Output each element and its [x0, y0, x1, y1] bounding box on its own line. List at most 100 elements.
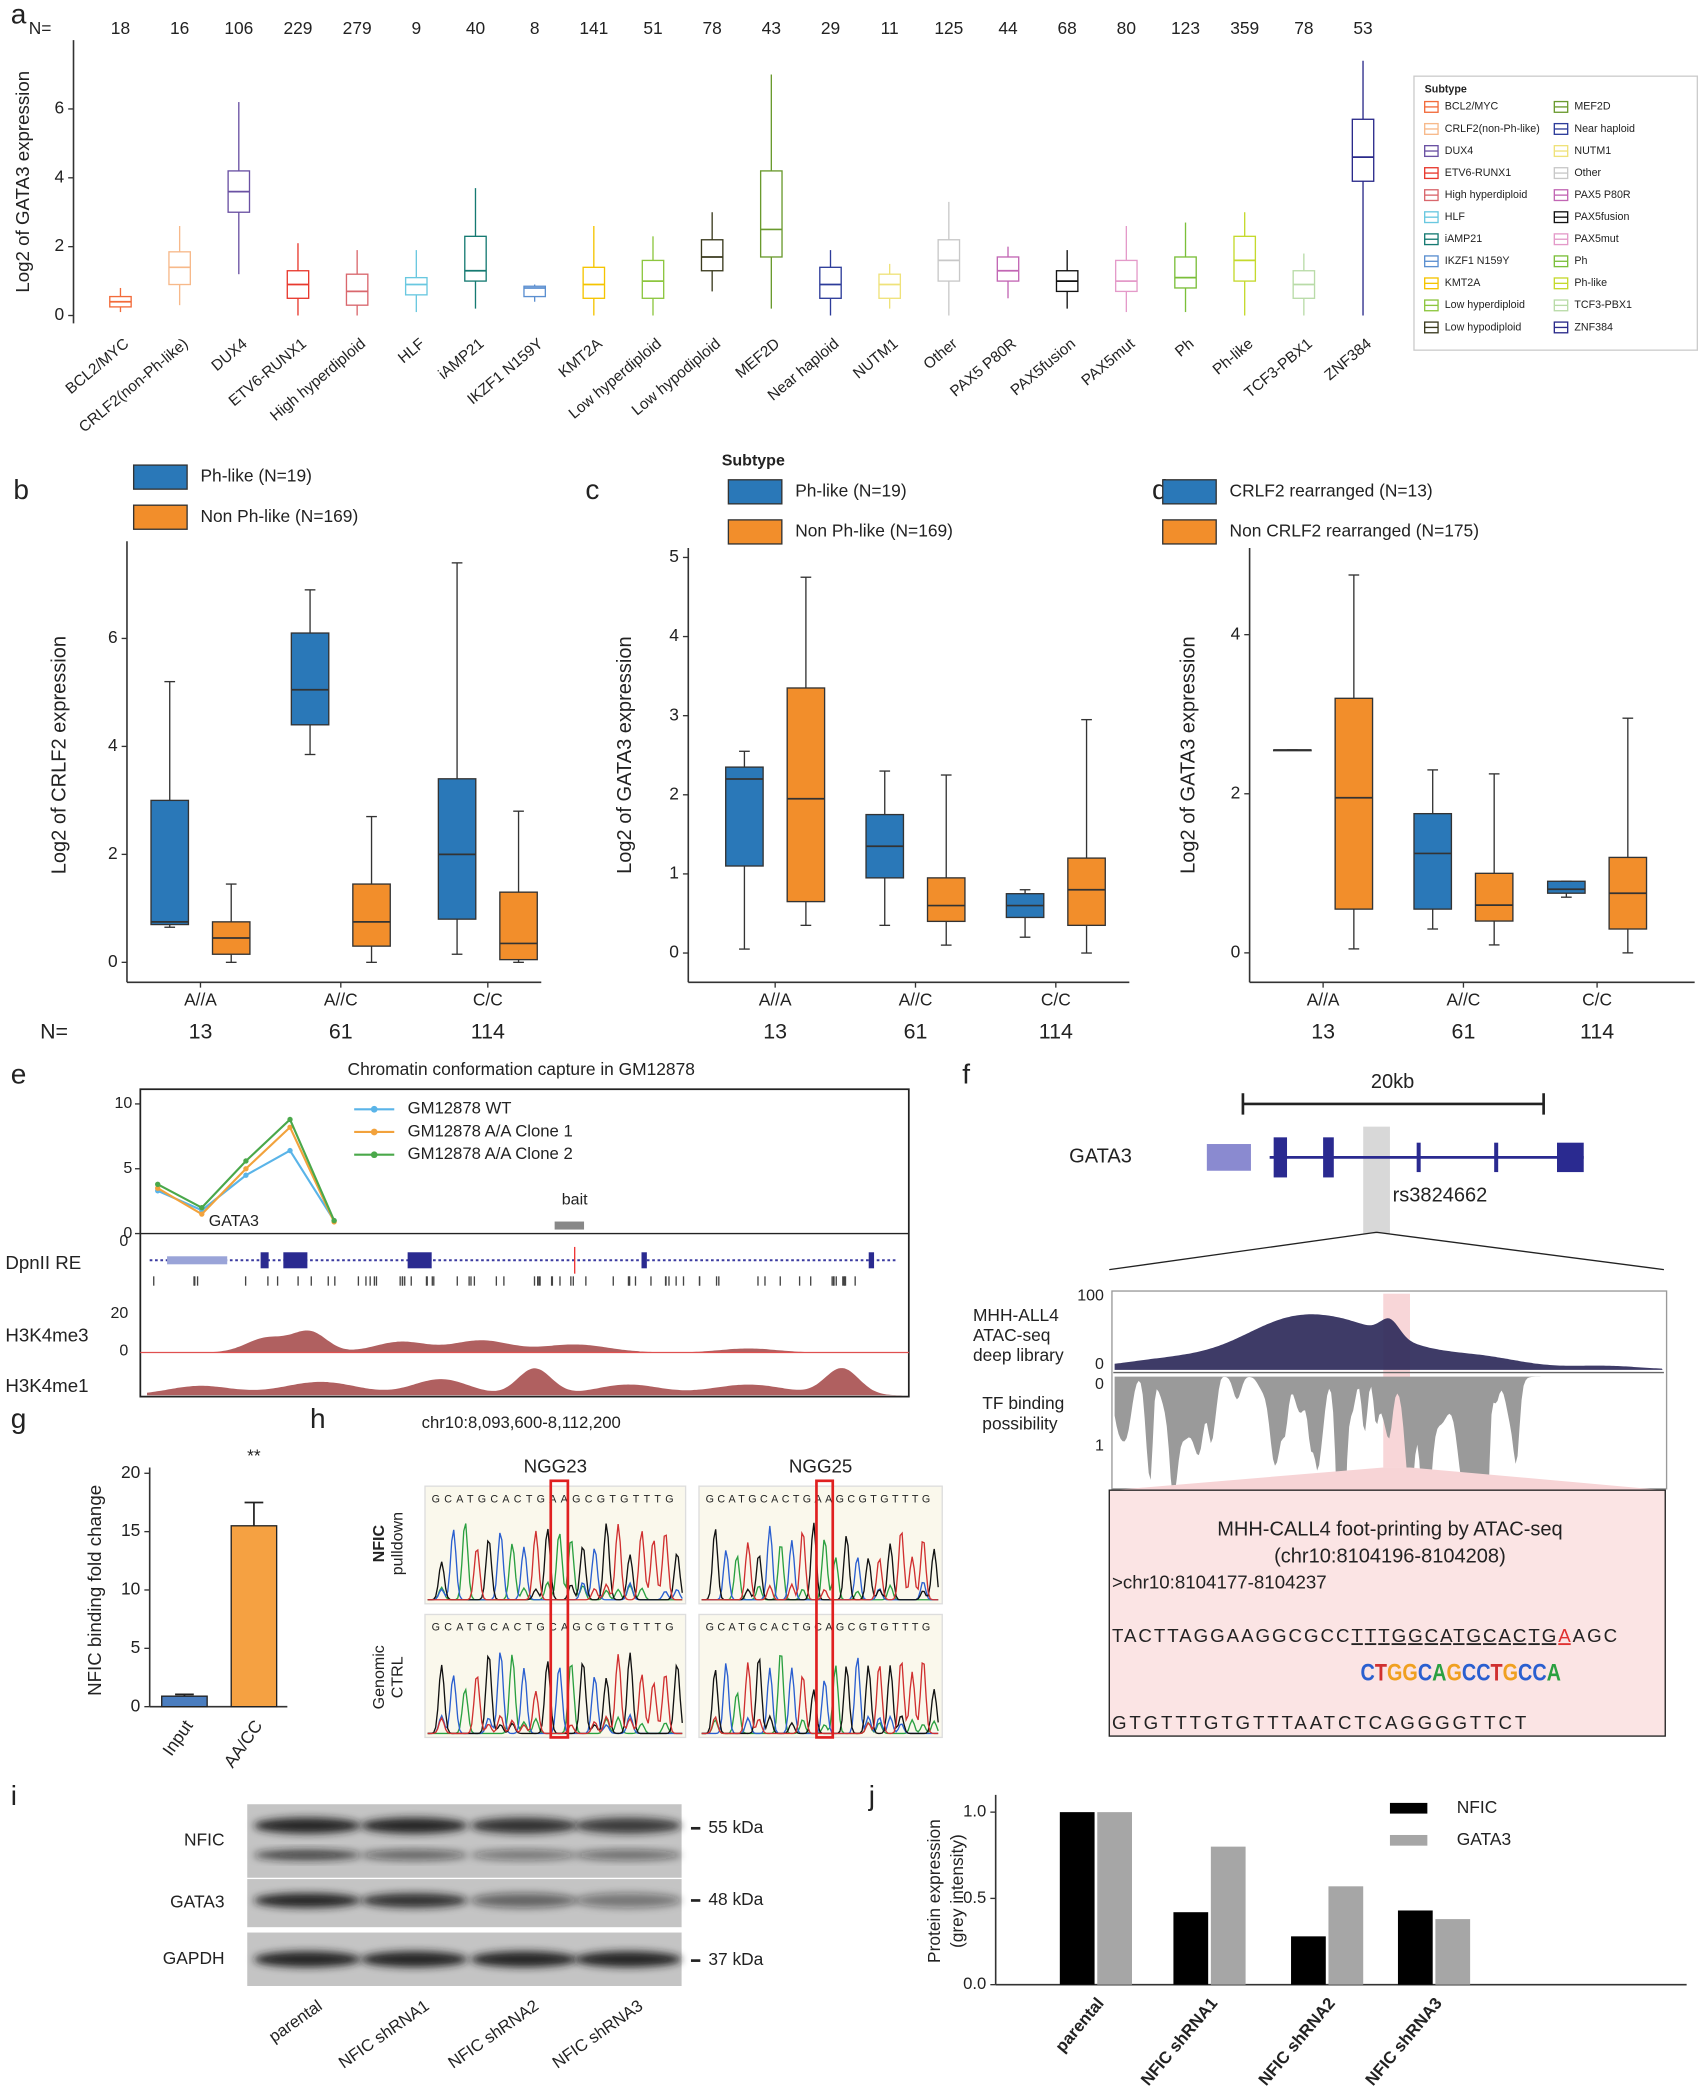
x-tick-label: A//A: [184, 990, 217, 1010]
n-label: 51: [643, 18, 662, 38]
snp-highlight: [1363, 1126, 1390, 1234]
n-label: 114: [471, 1020, 505, 1044]
legend-swatch: [727, 519, 783, 545]
x-tick-label: Ph: [1172, 335, 1197, 360]
n-label: 53: [1353, 18, 1372, 38]
sequence-part: A: [1558, 1625, 1571, 1646]
x-tick-label: KMT2A: [556, 335, 607, 381]
exon: [1416, 1142, 1421, 1173]
exon: [1273, 1137, 1288, 1178]
trace: [427, 1524, 683, 1601]
box: [523, 285, 547, 298]
y-tick-label: 10: [114, 1094, 132, 1112]
y-tick-label: 0: [669, 942, 679, 962]
x-tick-label: NFIC shRNA1: [1137, 1994, 1221, 2089]
track-label: TF binding: [982, 1393, 1064, 1413]
point: [155, 1181, 161, 1187]
x-tick-label: ZNF384: [1321, 335, 1375, 384]
y-tick-label: 0.0: [963, 1974, 986, 1993]
trace: [701, 1661, 939, 1735]
sequence: TACTTAGGAAGGCGCC TTTGGCATGCACTG A AGC: [1112, 1625, 1617, 1646]
legend-label: Low hyperdiploid: [1445, 299, 1525, 311]
point: [155, 1185, 161, 1191]
blot-band: [470, 1893, 578, 1908]
motif-letter: C: [1518, 1660, 1532, 1687]
lane-label: NFIC shRNA2: [445, 1996, 542, 2072]
lane-label: NFIC shRNA3: [549, 1996, 646, 2072]
n-label: 18: [111, 18, 130, 38]
bar: [230, 1525, 278, 1708]
x-tick-label: C/C: [473, 990, 503, 1010]
n-label: 43: [762, 18, 781, 38]
blot-band: [470, 1849, 578, 1861]
x-tick-label: Other: [920, 335, 960, 373]
sequence-part: TACTTAGGAAGGCGCC: [1112, 1625, 1350, 1646]
legend-label: BCL2/MYC: [1445, 101, 1499, 113]
legend-label: Non Ph-like (N=169): [795, 521, 953, 541]
motif-letter: G: [1387, 1660, 1402, 1687]
scale-label: 20kb: [1371, 1071, 1414, 1093]
n-label: 13: [763, 1020, 787, 1044]
n-label: 229: [283, 18, 312, 38]
legend-label: MEF2D: [1574, 101, 1611, 113]
zoom-lines: [1109, 1231, 1664, 1271]
panel-letter: a: [11, 0, 27, 29]
x-tick-label: CRLF2(non-Ph-like): [76, 335, 192, 436]
track-label: possibility: [982, 1413, 1058, 1433]
x-tick-label: iAMP21: [435, 335, 487, 383]
exon: [407, 1252, 432, 1269]
track-tick: 0: [119, 1341, 128, 1359]
motif-letter: C: [1532, 1660, 1546, 1687]
trace-sequence: GCATGCACTGAAGCGTGTTTG: [706, 1493, 931, 1505]
point: [243, 1172, 249, 1178]
legend-label: iAMP21: [1445, 233, 1482, 245]
bar: [1173, 1912, 1209, 1985]
h3k4me1-track: [147, 1368, 904, 1396]
y-axis-title: Log2 of GATA3 expression: [12, 71, 33, 293]
n-label: 279: [343, 18, 372, 38]
exon: [1206, 1144, 1251, 1171]
trace: [427, 1652, 683, 1735]
legend-label: ZNF384: [1574, 321, 1613, 333]
panel-letter: f: [962, 1058, 970, 1089]
legend-label: Low hypodiploid: [1445, 321, 1522, 333]
trace-frame: [424, 1485, 687, 1605]
trace: [701, 1530, 939, 1601]
y-tick-label: 4: [1231, 623, 1241, 643]
y-tick-label: 5: [669, 546, 679, 566]
n-label: 13: [189, 1020, 213, 1044]
row-label: CTRL: [389, 1656, 407, 1698]
legend-label: GATA3: [1457, 1829, 1511, 1849]
legend-label: PAX5fusion: [1574, 211, 1629, 223]
y-axis-title: (grey intensity): [947, 1834, 967, 1948]
n-label: 61: [329, 1020, 353, 1044]
motif-letter: C: [1361, 1660, 1375, 1687]
point: [331, 1217, 337, 1224]
y-tick-label: 10: [121, 1579, 140, 1599]
n-label: 80: [1117, 18, 1136, 38]
exon: [283, 1252, 308, 1269]
exon: [1556, 1142, 1584, 1173]
point: [243, 1166, 249, 1172]
y-tick-label: 0.5: [963, 1888, 986, 1907]
track-label: deep library: [973, 1345, 1064, 1365]
box: [437, 778, 477, 920]
exon: [1323, 1137, 1334, 1178]
y-axis-title: Log2 of CRLF2 expression: [48, 636, 70, 874]
gene-label: GATA3: [209, 1212, 259, 1230]
n-label: 29: [821, 18, 840, 38]
legend-swatch: [1162, 519, 1217, 545]
y-tick-label: 15: [121, 1520, 140, 1540]
y-tick-label: 2: [1231, 782, 1241, 802]
track-label: MHH-ALL4: [973, 1305, 1059, 1325]
motif-letter: A: [1547, 1660, 1561, 1687]
n-label: 68: [1058, 18, 1077, 38]
blot-band: [470, 1951, 578, 1968]
point: [243, 1158, 249, 1164]
trace-sequence: GCATGCACTGCAGCGTGTTTG: [706, 1622, 931, 1634]
sequence-part: TTTGGCATGCACTG: [1351, 1625, 1556, 1646]
x-tick-label: A//A: [1307, 990, 1340, 1010]
y-axis-title: Log2 of GATA3 expression: [614, 636, 636, 874]
blot-band: [574, 1893, 682, 1908]
y-tick-label: 0: [54, 304, 64, 324]
